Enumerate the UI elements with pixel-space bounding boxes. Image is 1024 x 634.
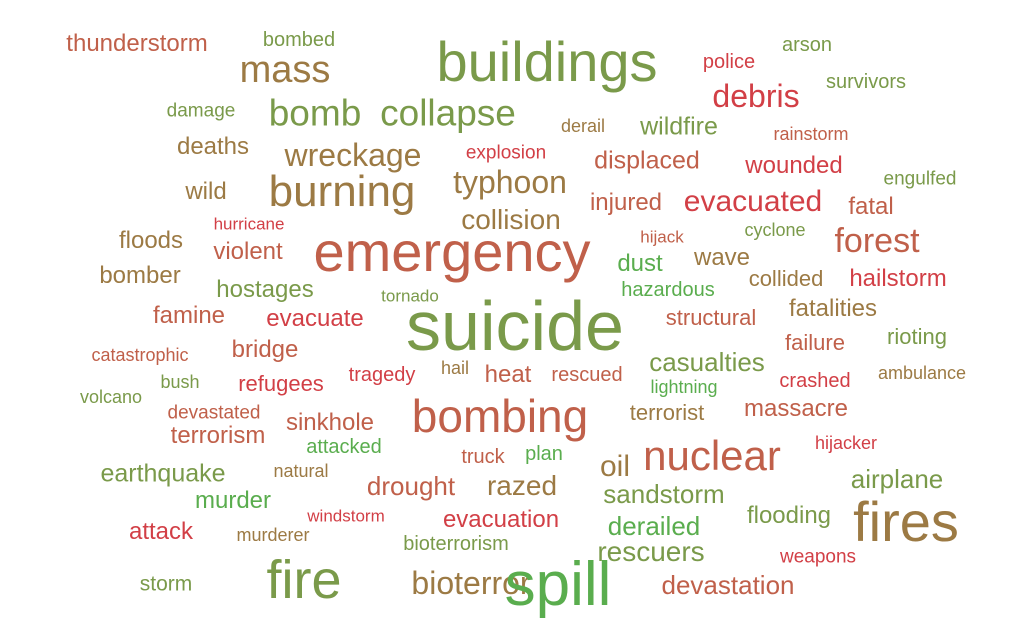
word-bridge: bridge xyxy=(231,336,299,363)
word-storm: storm xyxy=(139,572,193,596)
word-evacuated: evacuated xyxy=(683,185,823,218)
word-truck: truck xyxy=(461,446,505,468)
word-flooding: flooding xyxy=(746,502,832,529)
word-police: police xyxy=(702,51,756,73)
word-failure: failure xyxy=(785,330,845,355)
word-airplane: airplane xyxy=(850,464,944,494)
word-collided: collided xyxy=(748,266,824,291)
word-violent: violent xyxy=(213,238,283,265)
word-forest: forest xyxy=(834,222,920,260)
word-collision: collision xyxy=(461,204,561,235)
word-bombed: bombed xyxy=(262,29,336,51)
word-rescued: rescued xyxy=(551,364,623,386)
word-buildings: buildings xyxy=(436,30,658,93)
word-natural: natural xyxy=(273,461,329,481)
word-heat: heat xyxy=(484,361,532,388)
word-emergency: emergency xyxy=(313,220,591,283)
word-evacuation: evacuation xyxy=(442,506,560,533)
word-bomber: bomber xyxy=(99,262,181,289)
word-arson: arson xyxy=(781,34,833,56)
word-tragedy: tragedy xyxy=(348,364,416,386)
word-fatalities: fatalities xyxy=(788,295,878,322)
word-displaced: displaced xyxy=(594,146,700,175)
word-wreckage: wreckage xyxy=(284,137,422,173)
word-tornado: tornado xyxy=(381,286,439,306)
word-fires: fires xyxy=(853,490,959,553)
word-lightning: lightning xyxy=(650,377,718,397)
word-murderer: murderer xyxy=(236,525,310,545)
word-wildfire: wildfire xyxy=(640,112,718,141)
word-terrorist: terrorist xyxy=(629,400,705,425)
word-floods: floods xyxy=(118,227,184,254)
word-casualties: casualties xyxy=(649,347,765,377)
word-hazardous: hazardous xyxy=(621,279,715,301)
word-bomb: bomb xyxy=(268,92,362,134)
word-hailstorm: hailstorm xyxy=(849,265,947,292)
word-deaths: deaths xyxy=(176,133,250,160)
word-bush: bush xyxy=(160,372,200,392)
word-rainstorm: rainstorm xyxy=(773,124,849,144)
word-spill: spill xyxy=(504,550,612,619)
word-murder: murder xyxy=(194,487,272,514)
word-massacre: massacre xyxy=(743,395,849,422)
word-devastation: devastation xyxy=(661,570,795,600)
word-suicide: suicide xyxy=(406,287,624,365)
word-derail: derail xyxy=(560,116,606,136)
word-evacuate: evacuate xyxy=(266,305,364,332)
word-ambulance: ambulance xyxy=(877,363,967,383)
word-damage: damage xyxy=(166,100,236,122)
word-bioterrorism: bioterrorism xyxy=(403,533,509,555)
word-devastated: devastated xyxy=(167,402,261,424)
word-thunderstorm: thunderstorm xyxy=(66,30,208,57)
word-wave: wave xyxy=(693,244,751,271)
word-earthquake: earthquake xyxy=(100,459,226,488)
word-hijacker: hijacker xyxy=(814,433,878,453)
word-famine: famine xyxy=(152,302,226,329)
word-wounded: wounded xyxy=(745,152,843,179)
word-plan: plan xyxy=(525,443,563,465)
word-collapse: collapse xyxy=(380,92,516,134)
word-debris: debris xyxy=(712,78,800,114)
word-weapons: weapons xyxy=(779,546,857,568)
word-nuclear: nuclear xyxy=(643,432,781,479)
word-hurricane: hurricane xyxy=(213,214,285,234)
word-bioterror: bioterror xyxy=(411,565,531,601)
word-terrorism: terrorism xyxy=(170,422,266,449)
word-crashed: crashed xyxy=(779,370,851,392)
word-fire: fire xyxy=(266,550,342,610)
word-razed: razed xyxy=(486,470,558,501)
word-attack: attack xyxy=(128,518,194,545)
word-explosion: explosion xyxy=(465,142,547,164)
word-wild: wild xyxy=(185,178,227,205)
word-fatal: fatal xyxy=(848,193,894,220)
word-burning: burning xyxy=(268,167,416,216)
word-sandstorm: sandstorm xyxy=(603,479,725,509)
word-attacked: attacked xyxy=(306,436,382,458)
word-hijack: hijack xyxy=(640,227,684,247)
word-structural: structural xyxy=(665,305,757,330)
word-engulfed: engulfed xyxy=(883,168,957,190)
word-typhoon: typhoon xyxy=(453,164,567,200)
word-derailed: derailed xyxy=(607,511,701,541)
word-drought: drought xyxy=(366,471,456,501)
word-survivors: survivors xyxy=(825,71,907,93)
word-volcano: volcano xyxy=(79,387,143,407)
word-dust: dust xyxy=(617,250,663,277)
word-mass: mass xyxy=(239,49,331,91)
word-hostages: hostages xyxy=(216,276,314,303)
word-windstorm: windstorm xyxy=(307,506,385,526)
word-bombing: bombing xyxy=(411,390,589,442)
word-cyclone: cyclone xyxy=(744,220,806,240)
word-injured: injured xyxy=(589,189,663,216)
word-sinkhole: sinkhole xyxy=(285,409,375,436)
word-catastrophic: catastrophic xyxy=(91,345,189,365)
word-refugees: refugees xyxy=(238,371,324,396)
word-oil: oil xyxy=(599,450,631,483)
word-hail: hail xyxy=(440,358,470,378)
word-rioting: rioting xyxy=(887,324,947,349)
word-rescuers: rescuers xyxy=(597,536,705,567)
